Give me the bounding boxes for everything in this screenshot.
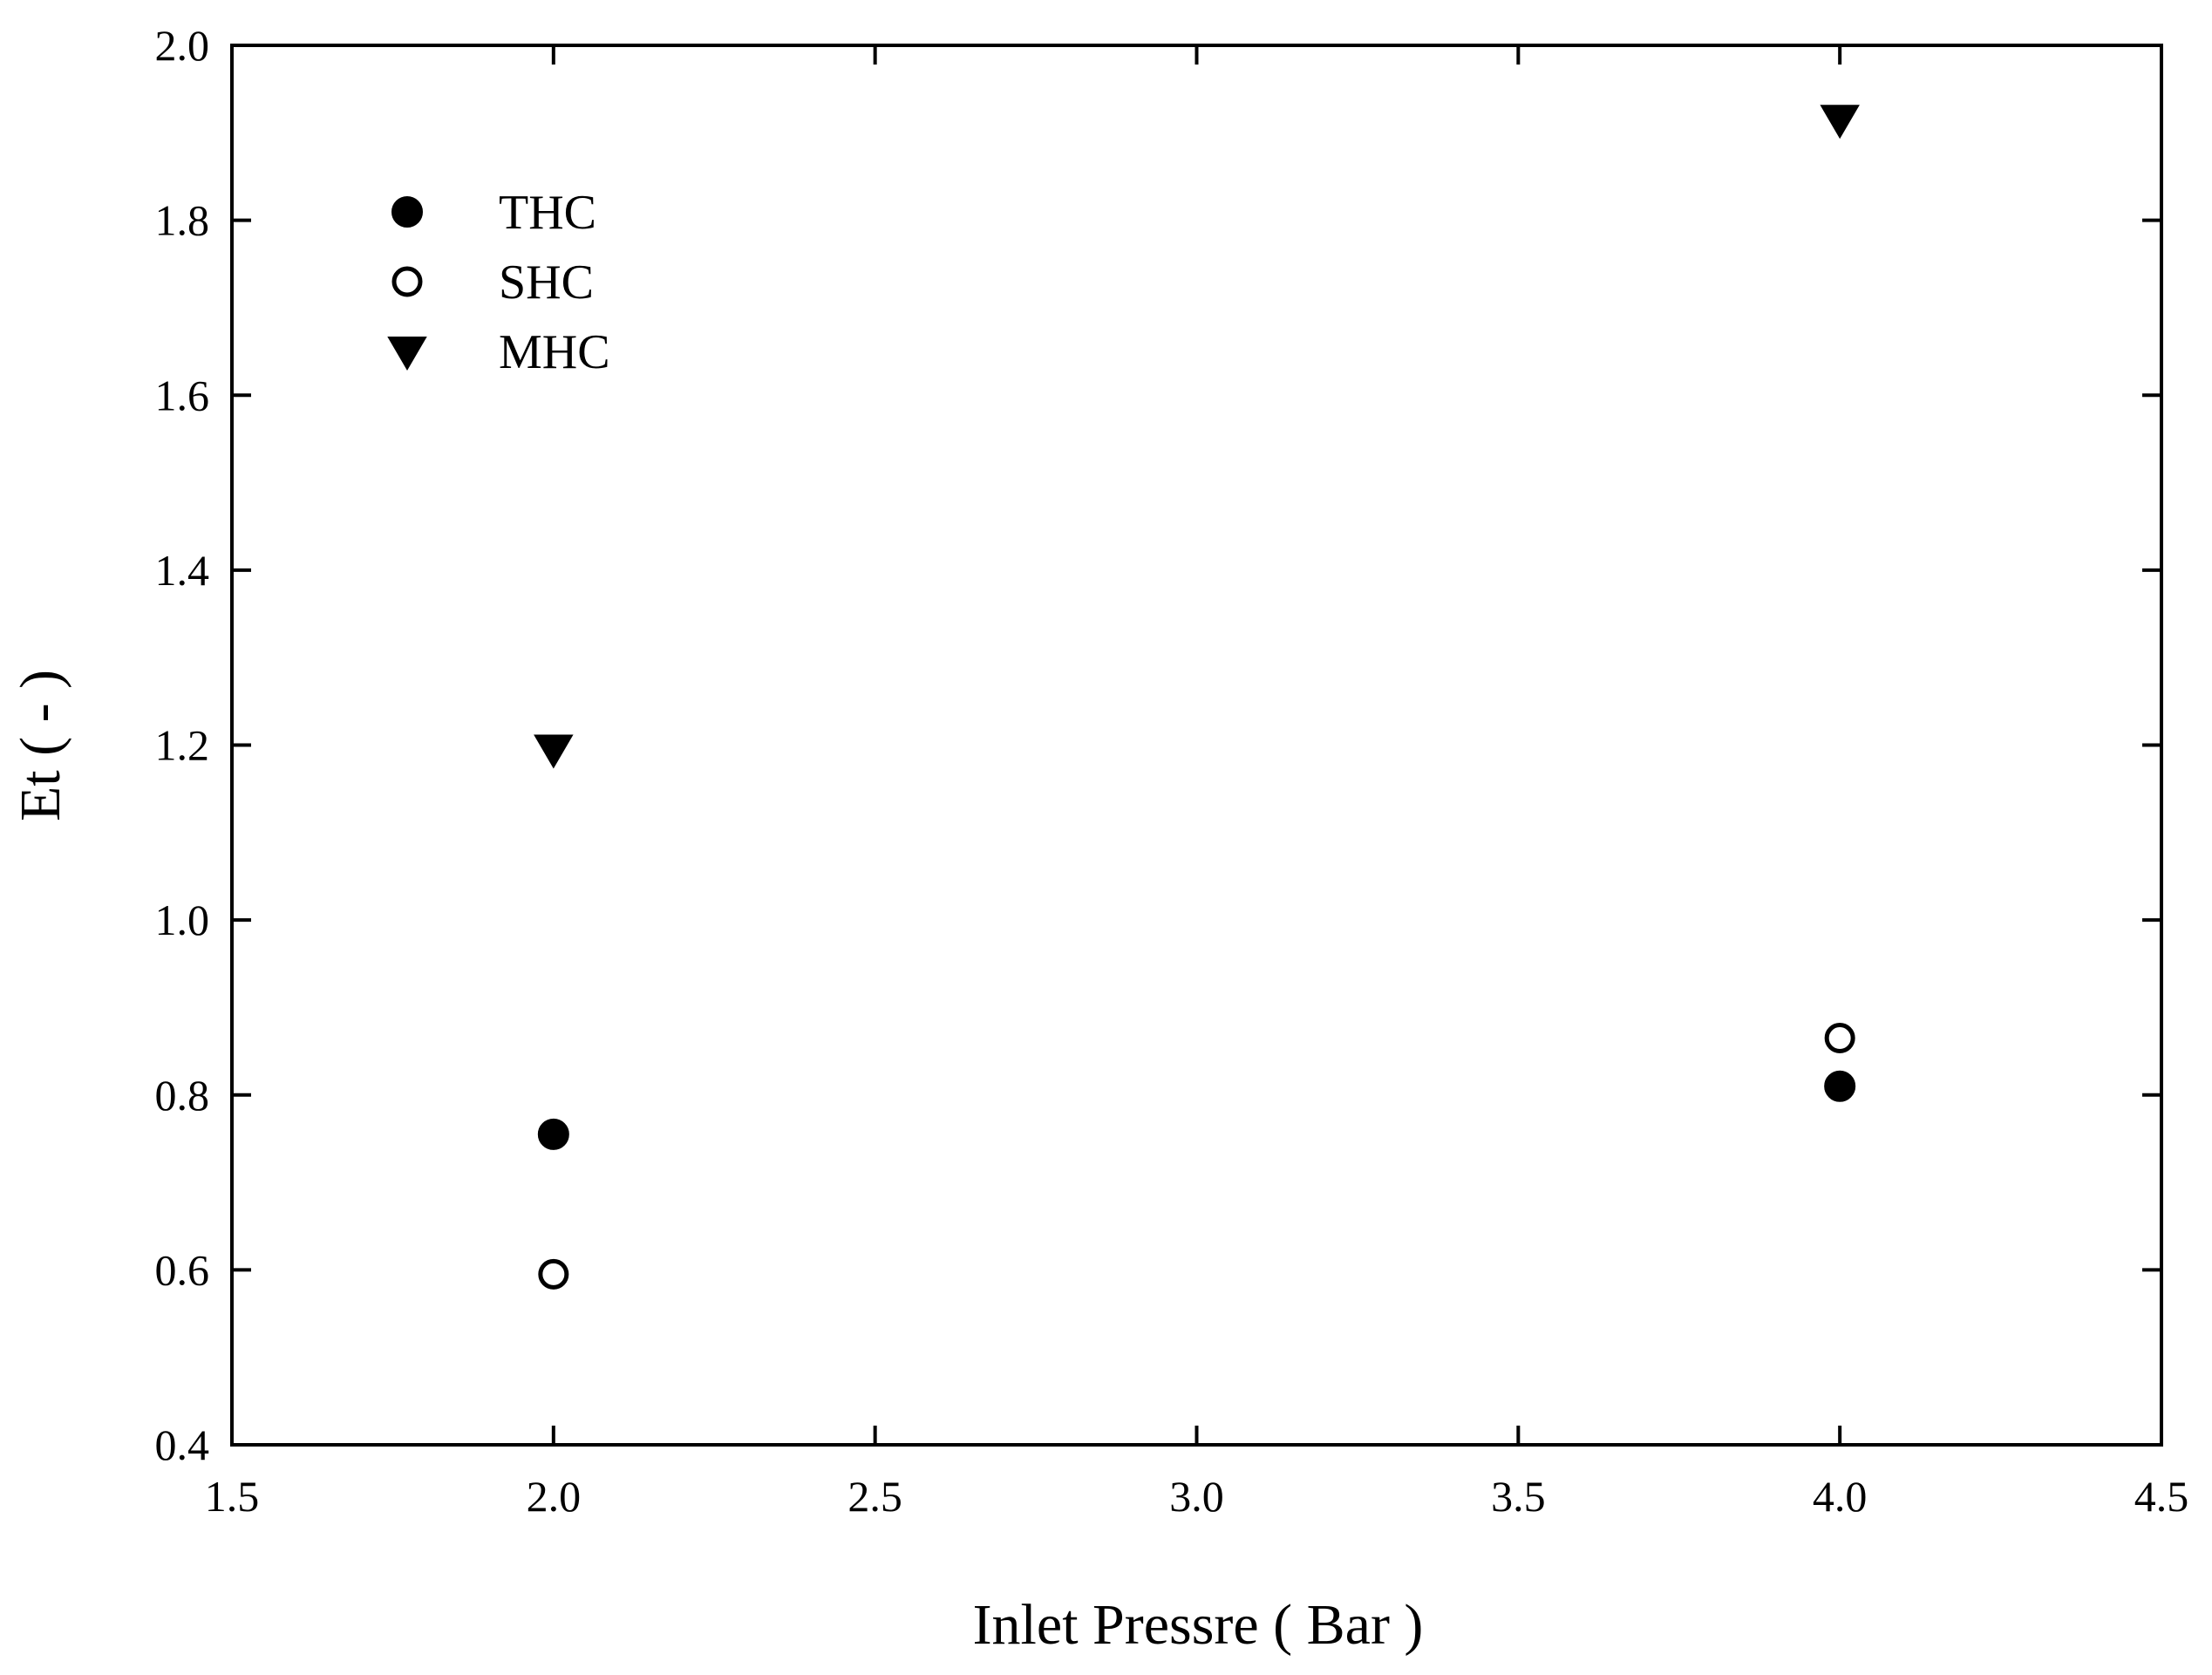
y-tick-label: 0.6 xyxy=(155,1245,210,1294)
x-tick-label: 3.0 xyxy=(1169,1472,1224,1521)
x-tick-label: 2.0 xyxy=(527,1472,582,1521)
legend-label-shc: SHC xyxy=(499,255,594,310)
x-tick-label: 3.5 xyxy=(1491,1472,1546,1521)
data-point-mhc xyxy=(534,734,574,769)
x-tick-label: 4.5 xyxy=(2134,1472,2189,1521)
x-tick-label: 4.0 xyxy=(1813,1472,1868,1521)
x-axis-title: Inlet Pressre ( Bar ) xyxy=(973,1593,1424,1657)
legend-marker-mhc xyxy=(387,337,427,371)
tick-labels-layer: 1.5 2.0 2.5 3.0 3.5 4.0 4.5 0.4 0.6 0.8 1.0 1.2 1.4 1… xyxy=(155,21,2189,1521)
ticks-layer xyxy=(230,44,2163,1447)
legend-label-thc: THC xyxy=(499,186,596,240)
legend-label-mhc: MHC xyxy=(499,325,610,379)
y-tick-label: 1.8 xyxy=(155,196,210,245)
y-tick-label: 1.4 xyxy=(155,546,210,595)
legend-marker-thc xyxy=(391,196,423,228)
data-point-mhc xyxy=(1820,105,1860,140)
y-tick-label: 1.0 xyxy=(155,895,210,944)
y-tick-label: 2.0 xyxy=(155,21,210,70)
y-tick-label: 0.8 xyxy=(155,1071,210,1120)
x-tick-label: 2.5 xyxy=(847,1472,902,1521)
y-axis-title: Et ( - ) xyxy=(9,670,72,821)
y-tick-label: 1.6 xyxy=(155,371,210,419)
legend-marker-shc xyxy=(391,266,423,297)
points-layer xyxy=(534,105,1860,1290)
x-tick-label: 1.5 xyxy=(205,1472,260,1521)
y-tick-label: 0.4 xyxy=(155,1420,210,1469)
data-point-shc xyxy=(1824,1023,1855,1054)
data-point-shc xyxy=(538,1258,569,1290)
legend: THC SHC MHC xyxy=(387,186,610,379)
y-tick-label: 1.2 xyxy=(155,721,210,770)
data-point-thc xyxy=(537,1118,569,1150)
data-point-thc xyxy=(1824,1070,1856,1102)
